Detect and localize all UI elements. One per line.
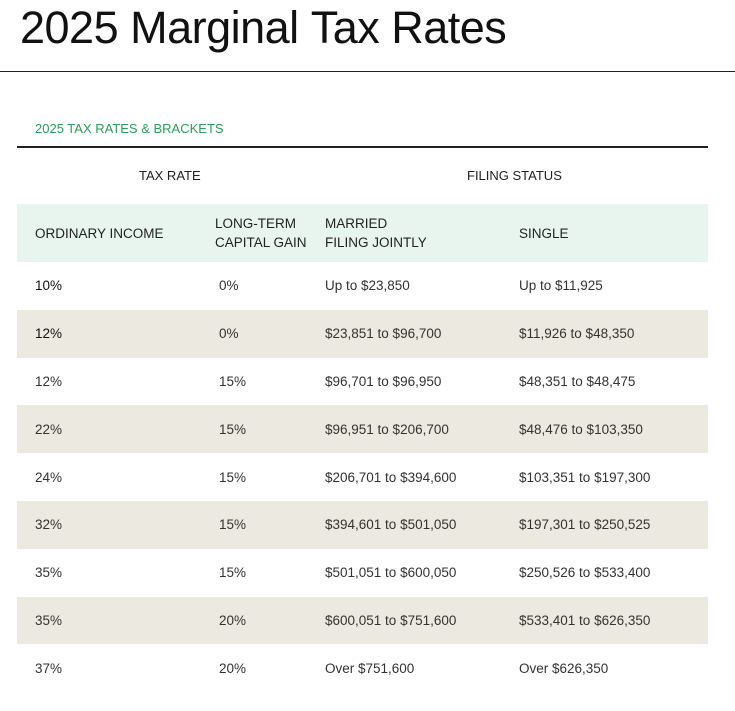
col-ordinary-income: ORDINARY INCOME <box>17 204 197 262</box>
table-row: 10% 0% Up to $23,850 Up to $11,925 <box>17 262 708 310</box>
title-bold: Tax Rates <box>310 2 507 53</box>
table-row: 37% 20% Over $751,600 Over $626,350 <box>17 644 708 692</box>
married-bracket: $600,051 to $751,600 <box>325 596 519 645</box>
ordinary-rate: 32% <box>17 500 197 549</box>
ordinary-rate: 24% <box>35 469 63 485</box>
table-row: 32% 15% $394,601 to $501,050 $197,301 to $2… <box>17 500 708 549</box>
married-bracket: $206,701 to $394,600 <box>325 469 457 485</box>
page-title: 2025 Marginal Tax Rates <box>20 2 507 54</box>
capital-gain-rate: 0% <box>219 278 239 294</box>
married-bracket: $23,851 to $96,700 <box>325 309 519 358</box>
ordinary-rate: 12% <box>17 309 197 358</box>
capital-gain-rate: 20% <box>197 596 325 645</box>
table-row: 24% 15% $206,701 to $394,600 $103,351 to $1… <box>17 453 708 501</box>
single-bracket: $250,526 to $533,400 <box>519 565 651 581</box>
title-light: 2025 Marginal <box>20 2 299 53</box>
table-row: 22% 15% $96,951 to $206,700 $48,476 to $103… <box>17 405 708 454</box>
ordinary-rate: 35% <box>35 565 63 581</box>
table-row: 12% 15% $96,701 to $96,950 $48,351 to $48,4… <box>17 358 708 406</box>
capital-gain-rate: 15% <box>219 469 247 485</box>
col-married: MARRIED FILING JOINTLY <box>325 204 519 262</box>
single-bracket: $11,926 to $48,350 <box>519 309 708 358</box>
divider <box>0 71 735 72</box>
capital-gain-rate: 15% <box>219 565 247 581</box>
table-row: 35% 15% $501,051 to $600,050 $250,526 to $5… <box>17 549 708 597</box>
married-bracket: $96,951 to $206,700 <box>325 405 519 454</box>
married-bracket: $394,601 to $501,050 <box>325 500 519 549</box>
capital-gain-rate: 15% <box>219 373 247 389</box>
capital-gain-rate: 20% <box>219 660 247 676</box>
capital-gain-rate: 15% <box>197 405 325 454</box>
single-bracket: $533,401 to $626,350 <box>519 596 708 645</box>
single-bracket: $103,351 to $197,300 <box>519 469 651 485</box>
married-bracket: $501,051 to $600,050 <box>325 565 457 581</box>
ordinary-rate: 10% <box>35 278 63 294</box>
tax-table: ORDINARY INCOME LONG-TERM CAPITAL GAIN MA… <box>17 204 708 692</box>
group-tax-rate: TAX RATE <box>139 168 201 183</box>
divider <box>17 146 708 148</box>
table-row: 12% 0% $23,851 to $96,700 $11,926 to $48,35… <box>17 309 708 358</box>
single-bracket: Over $626,350 <box>519 660 609 676</box>
single-bracket: $48,351 to $48,475 <box>519 373 636 389</box>
ordinary-rate: 22% <box>17 405 197 454</box>
table-row: 35% 20% $600,051 to $751,600 $533,401 to $6… <box>17 596 708 645</box>
married-bracket: Over $751,600 <box>325 660 415 676</box>
capital-gain-rate: 15% <box>197 500 325 549</box>
group-filing-status: FILING STATUS <box>467 168 562 183</box>
ordinary-rate: 12% <box>35 373 63 389</box>
single-bracket: $48,476 to $103,350 <box>519 405 708 454</box>
married-bracket: $96,701 to $96,950 <box>325 373 442 389</box>
ordinary-rate: 37% <box>35 660 63 676</box>
col-capital-gain: LONG-TERM CAPITAL GAIN <box>197 204 325 262</box>
ordinary-rate: 35% <box>17 596 197 645</box>
header-row: ORDINARY INCOME LONG-TERM CAPITAL GAIN MA… <box>17 204 708 262</box>
single-bracket: $197,301 to $250,525 <box>519 500 708 549</box>
married-bracket: Up to $23,850 <box>325 278 410 294</box>
capital-gain-rate: 0% <box>197 309 325 358</box>
col-single: SINGLE <box>519 204 708 262</box>
section-subtitle: 2025 TAX RATES & BRACKETS <box>35 121 224 136</box>
single-bracket: Up to $11,925 <box>519 278 603 294</box>
